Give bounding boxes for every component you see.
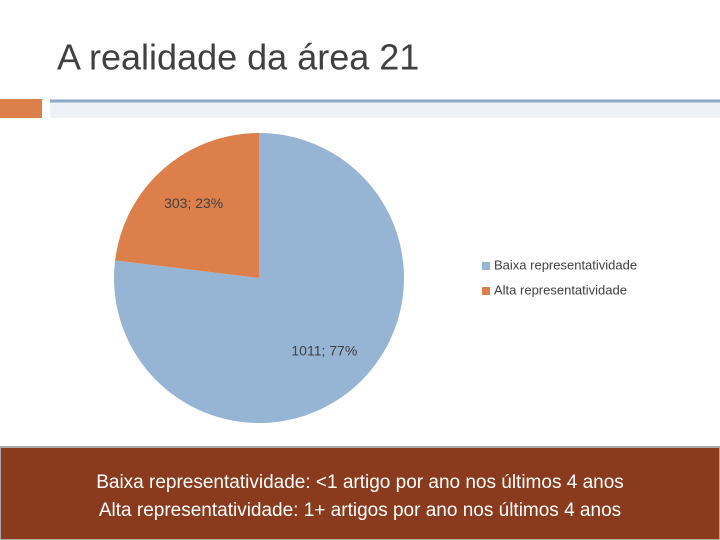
data-label: 303; 23%	[164, 195, 223, 211]
header-band	[50, 99, 720, 118]
footnote: Baixa representatividade: <1 artigo por …	[96, 472, 624, 493]
footnote: Alta representatividade: 1+ artigos por …	[99, 500, 621, 521]
legend-swatch	[482, 287, 490, 295]
accent-block	[0, 99, 42, 118]
legend-swatch	[482, 262, 490, 270]
footer-box	[0, 446, 720, 540]
pie-slice	[115, 133, 259, 278]
data-label: 1011; 77%	[291, 343, 357, 359]
pie-slice	[113, 133, 404, 423]
legend-label: Baixa representatividade	[494, 257, 637, 272]
slide-title: A realidade da área 21	[57, 37, 419, 78]
legend-label: Alta representatividade	[494, 282, 627, 297]
